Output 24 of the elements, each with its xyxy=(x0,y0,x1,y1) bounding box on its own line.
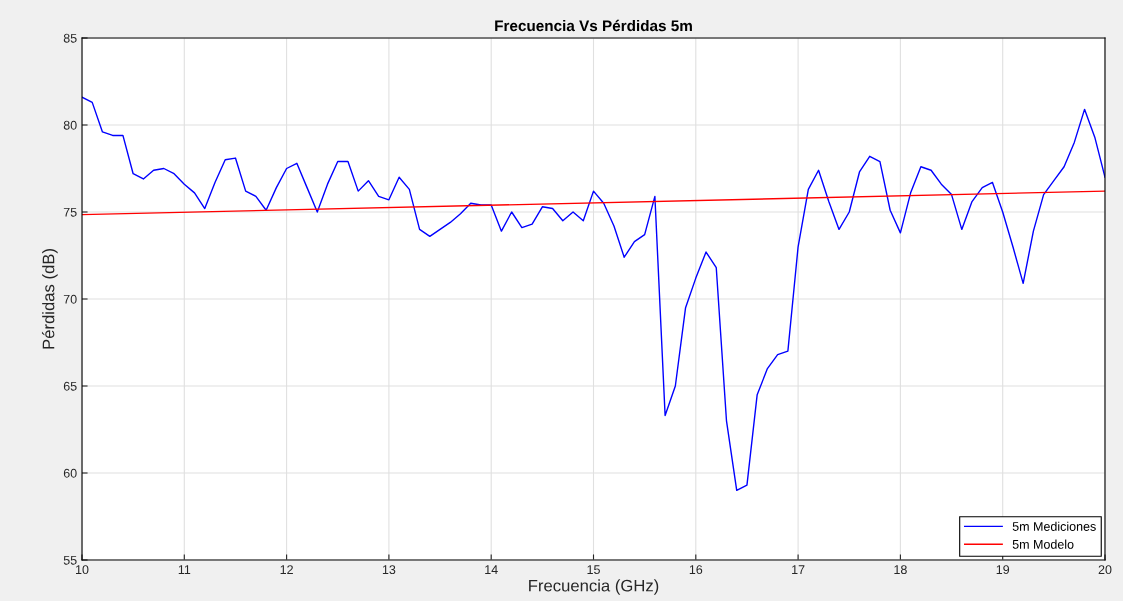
x-tick-label: 18 xyxy=(894,565,907,575)
x-tick-label: 11 xyxy=(178,565,191,574)
x-tick-label: 15 xyxy=(587,565,600,575)
legend-label: 5m Mediciones xyxy=(1012,521,1096,531)
line-series xyxy=(82,96,1105,492)
y-tick-label: 70 xyxy=(63,294,77,304)
y-tick-label: 55 xyxy=(63,555,77,565)
y-tick-label: 60 xyxy=(63,468,77,478)
x-axis-title: Frecuencia (GHz) xyxy=(529,579,659,595)
x-tick-label: 17 xyxy=(792,565,805,574)
x-tick-label: 12 xyxy=(280,565,293,574)
x-tick-label: 13 xyxy=(382,565,396,575)
x-tick-label: 10 xyxy=(76,565,89,575)
y-tick-label: 75 xyxy=(63,207,77,217)
y-tick-label: 65 xyxy=(63,381,77,391)
chart-title: Frecuencia Vs Pérdidas 5m xyxy=(495,19,692,32)
x-tick-label: 20 xyxy=(1098,565,1112,575)
x-tick-label: 16 xyxy=(689,565,703,575)
x-tick-label: 19 xyxy=(996,565,1010,575)
y-axis-title: Pérdidas (dB) xyxy=(41,249,58,349)
y-tick-label: 85 xyxy=(63,33,77,43)
x-tick-label: 14 xyxy=(485,565,498,574)
legend-label: 5m Modelo xyxy=(1012,539,1074,549)
y-tick-label: 80 xyxy=(63,120,77,130)
